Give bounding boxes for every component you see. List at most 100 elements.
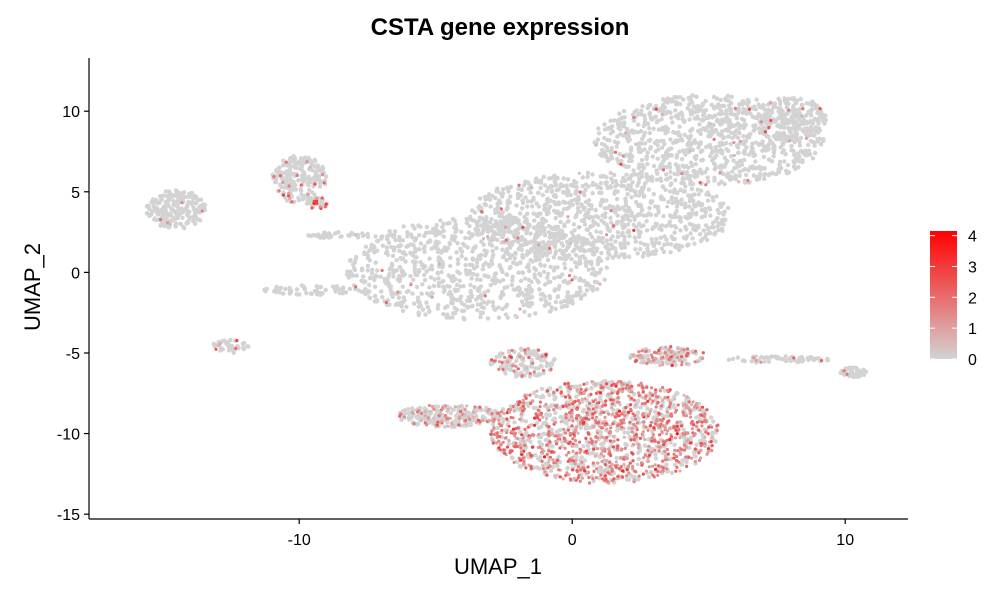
cell-point [312, 157, 318, 163]
cell-point [151, 203, 156, 208]
cell-point [459, 254, 464, 259]
cell-point [399, 268, 404, 273]
cell-point [578, 289, 583, 294]
cell-point [851, 374, 857, 380]
cell-point [495, 237, 500, 243]
cell-point [690, 140, 695, 146]
cell-point [518, 346, 524, 351]
cell-point [435, 231, 440, 237]
cell-point [722, 181, 727, 187]
cell-point [600, 404, 605, 408]
cell-point [605, 158, 611, 164]
cell-point [686, 204, 692, 209]
cell-point [454, 297, 459, 303]
cell-point [546, 271, 551, 277]
cell-point [448, 411, 453, 416]
cell-point [640, 402, 645, 406]
cell-point [481, 305, 487, 310]
cell-point [585, 443, 591, 448]
cell-point [471, 271, 476, 277]
cell-point [589, 392, 593, 396]
cell-point [422, 233, 427, 239]
cell-point [368, 295, 373, 301]
cell-point [566, 215, 570, 219]
cell-point [793, 166, 798, 171]
cell-point [638, 212, 643, 217]
cell-point [625, 222, 631, 227]
cell-point [390, 263, 395, 268]
cell-point [448, 255, 453, 260]
cell-point [397, 273, 402, 279]
cell-point [180, 201, 184, 205]
cell-point [441, 228, 446, 234]
cell-point [470, 256, 475, 261]
cell-point [702, 127, 708, 133]
cell-point [523, 227, 528, 232]
cell-point [751, 128, 756, 133]
cell-point [659, 246, 665, 251]
cell-point [633, 247, 638, 252]
cell-point [665, 241, 670, 247]
cell-point [516, 236, 520, 240]
cell-point [538, 263, 543, 268]
cell-point [766, 172, 772, 178]
cell-point [481, 222, 486, 227]
cell-point [626, 158, 632, 164]
cell-point [522, 309, 527, 314]
cell-point [787, 108, 791, 112]
cell-point [541, 463, 545, 467]
cell-point [487, 242, 493, 247]
cell-point [691, 198, 696, 204]
cell-point [492, 224, 498, 229]
cell-point [585, 227, 591, 233]
cell-point [590, 215, 596, 220]
cell-point [740, 110, 746, 116]
cell-point [573, 439, 578, 443]
cell-point [529, 466, 533, 470]
cell-point [408, 273, 413, 279]
cell-point [323, 287, 328, 293]
cell-point [590, 172, 595, 177]
cell-point [609, 209, 613, 213]
cell-point [563, 382, 567, 386]
cell-point [639, 141, 644, 146]
cell-point [186, 201, 191, 206]
cell-point [769, 110, 775, 115]
cell-point [572, 228, 577, 233]
cell-point [537, 243, 541, 247]
cell-point [510, 221, 515, 226]
cell-point [646, 211, 652, 216]
cell-point [651, 163, 657, 169]
cell-point [317, 184, 323, 189]
cell-point [683, 224, 688, 229]
cell-point [482, 194, 488, 200]
cell-point [468, 214, 473, 219]
cell-point [813, 125, 819, 130]
cell-point [687, 117, 692, 122]
cell-point [651, 436, 655, 440]
cell-point [692, 423, 696, 427]
cell-point [640, 136, 645, 141]
cell-point [669, 196, 674, 201]
cell-point [534, 394, 539, 399]
cell-point [541, 421, 546, 426]
cell-point [612, 118, 617, 123]
cell-point [614, 144, 619, 149]
cell-point [547, 361, 553, 367]
cell-point [510, 274, 515, 279]
cell-point [557, 255, 562, 261]
cell-point [688, 173, 693, 179]
cell-point [158, 218, 163, 222]
cell-point [529, 288, 535, 293]
cell-point [800, 114, 804, 118]
cell-point [621, 124, 627, 129]
cell-point [632, 228, 636, 232]
cell-point [795, 359, 800, 365]
cell-point [469, 232, 474, 237]
cell-point [564, 183, 569, 188]
cell-point [562, 265, 568, 271]
cell-point [636, 234, 642, 240]
cell-point [198, 203, 203, 208]
cell-point [362, 280, 367, 285]
cell-point [552, 416, 557, 422]
